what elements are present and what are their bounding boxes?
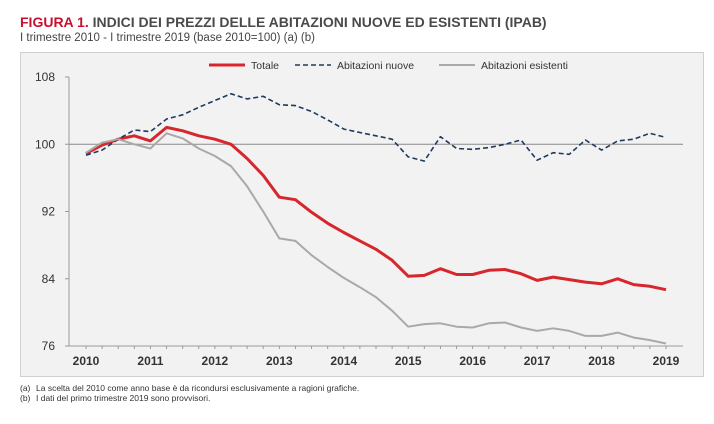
footnote-b-text: I dati del primo trimestre 2019 sono pro… xyxy=(36,393,211,403)
figure-header: FIGURA 1. INDICI DEI PREZZI DELLE ABITAZ… xyxy=(20,14,547,44)
x-tick-label: 2018 xyxy=(588,354,615,368)
x-tick-label: 2016 xyxy=(459,354,486,368)
legend-label: Totale xyxy=(251,60,279,72)
series-line-abitazioni-esistenti xyxy=(85,132,667,345)
figure-subtitle: I trimestre 2010 - I trimestre 2019 (bas… xyxy=(20,32,315,44)
series-line-abitazioni-nuove xyxy=(85,93,667,162)
y-tick-label: 100 xyxy=(35,137,55,151)
legend-label: Abitazioni nuove xyxy=(337,60,414,72)
y-tick-label: 92 xyxy=(42,205,56,219)
figure-title: FIGURA 1. INDICI DEI PREZZI DELLE ABITAZ… xyxy=(20,14,547,30)
footnote-a-text: La scelta del 2010 come anno base è da r… xyxy=(36,383,360,393)
footnotes: (a) La scelta del 2010 come anno base è … xyxy=(20,383,359,403)
x-tick-label: 2010 xyxy=(73,354,100,368)
legend-label: Abitazioni esistenti xyxy=(481,60,568,72)
chart-area: 76 84 92 100 108 2010 2011 2012 2013 2014 2015 2016… xyxy=(20,52,704,377)
x-tick-label: 2014 xyxy=(330,354,357,368)
footnote-a: (a) La scelta del 2010 come anno base è … xyxy=(20,383,359,393)
figure-label: FIGURA 1. xyxy=(20,14,89,30)
figure-title-text: INDICI DEI PREZZI DELLE ABITAZIONI NUOVE… xyxy=(92,14,547,30)
x-tick-label: 2013 xyxy=(266,354,293,368)
x-tick-label: 2015 xyxy=(395,354,422,368)
series-line-totale xyxy=(85,125,667,292)
y-tick-label: 84 xyxy=(42,272,56,286)
y-tick-label: 76 xyxy=(42,339,56,353)
x-tick-label: 2017 xyxy=(524,354,551,368)
line-chart: 76 84 92 100 108 2010 2011 2012 2013 2014 2015 2016… xyxy=(35,60,683,368)
x-tick-label: 2012 xyxy=(202,354,229,368)
footnote-a-mark: (a) xyxy=(20,383,31,393)
x-tick-label: 2011 xyxy=(137,354,163,368)
footnote-b-mark: (b) xyxy=(20,393,31,403)
footnote-b: (b) I dati del primo trimestre 2019 sono… xyxy=(20,393,359,403)
x-tick-label: 2019 xyxy=(653,354,680,368)
y-tick-label: 108 xyxy=(35,70,55,84)
